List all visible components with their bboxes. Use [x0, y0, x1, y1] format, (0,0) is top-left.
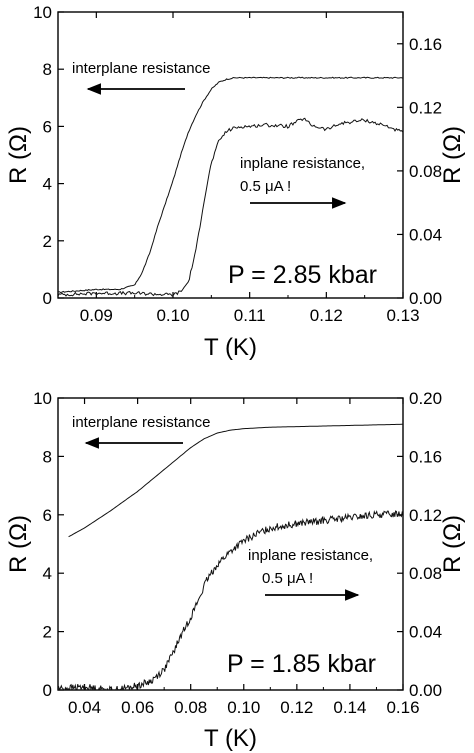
x-tick-label: 0.10 — [227, 698, 260, 717]
x-tick-label: 0.10 — [156, 306, 189, 325]
y-tick-label-left: 0 — [43, 681, 52, 700]
y-tick-label-left: 6 — [43, 506, 52, 525]
inplane-current-label: 0.5 μA ! — [240, 178, 291, 195]
series-line-interplane — [68, 423, 403, 538]
pressure-label: P = 1.85 kbar — [227, 650, 376, 678]
inplane-label: inplane resistance, — [248, 547, 373, 564]
pressure-label: P = 2.85 kbar — [228, 261, 377, 289]
plot-frame — [57, 397, 404, 691]
x-axis-label: T (K) — [204, 334, 257, 361]
y-tick-label-left: 2 — [43, 623, 52, 642]
y-tick-label-right: 0.08 — [409, 564, 442, 583]
inplane-label: inplane resistance, — [240, 155, 365, 172]
x-tick-label: 0.08 — [174, 698, 207, 717]
chart-panel-1: 0.09 0.10 0.11 0.12 0.13 0 2 4 6 8 10 0.00 0.04 0.08 0… — [5, 3, 466, 361]
y-tick-label-left: 10 — [33, 3, 52, 22]
y-tick-label-right: 0.16 — [409, 35, 442, 54]
y-tick-label-right: 0.16 — [409, 447, 442, 466]
y-axis-label-right: R (Ω) — [439, 126, 466, 184]
x-tick-label: 0.13 — [386, 306, 419, 325]
x-tick-label: 0.11 — [234, 306, 266, 325]
chart-panel-2: 0.04 0.06 0.08 0.10 0.12 0.14 0.1602468100.000… — [5, 389, 466, 752]
y-tick-label-right: 0.20 — [409, 389, 442, 408]
y-tick-label-right: 0.00 — [409, 681, 442, 700]
y-tick-label-right: 0.00 — [409, 289, 442, 308]
y-tick-label-left: 6 — [43, 117, 52, 136]
y-tick-label-left: 2 — [43, 232, 52, 251]
x-tick-label: 0.12 — [310, 306, 343, 325]
series-line-inplane — [58, 117, 403, 297]
y-tick-label-left: 4 — [43, 175, 52, 194]
y-tick-label-right: 0.12 — [409, 506, 442, 525]
x-axis-label: T (K) — [204, 725, 257, 752]
y-axis-label-left: R (Ω) — [5, 126, 32, 184]
y-tick-label-right: 0.04 — [409, 623, 442, 642]
series-line-interplane — [58, 76, 403, 294]
x-tick-label: 0.04 — [68, 698, 101, 717]
x-tick-label: 0.12 — [280, 698, 313, 717]
x-tick-label: 0.06 — [121, 698, 154, 717]
inplane-current-label: 0.5 μA ! — [262, 570, 313, 587]
y-tick-label-right: 0.12 — [409, 98, 442, 117]
y-axis-label-right: R (Ω) — [439, 515, 466, 573]
y-tick-label-right: 0.08 — [409, 162, 442, 181]
y-tick-label-left: 8 — [43, 447, 52, 466]
plot-frame — [57, 11, 404, 299]
y-tick-label-left: 10 — [33, 389, 52, 408]
series-line-inplane — [58, 509, 403, 690]
y-tick-label-left: 8 — [43, 60, 52, 79]
x-tick-label: 0.09 — [80, 306, 113, 325]
y-tick-label-left: 0 — [43, 289, 52, 308]
y-tick-label-right: 0.04 — [409, 225, 442, 244]
x-tick-label: 0.14 — [333, 698, 366, 717]
y-axis-label-left: R (Ω) — [5, 515, 32, 573]
interplane-label: interplane resistance — [72, 414, 210, 431]
x-tick-label: 0.16 — [386, 698, 419, 717]
interplane-label: interplane resistance — [72, 60, 210, 77]
y-tick-label-left: 4 — [43, 564, 52, 583]
